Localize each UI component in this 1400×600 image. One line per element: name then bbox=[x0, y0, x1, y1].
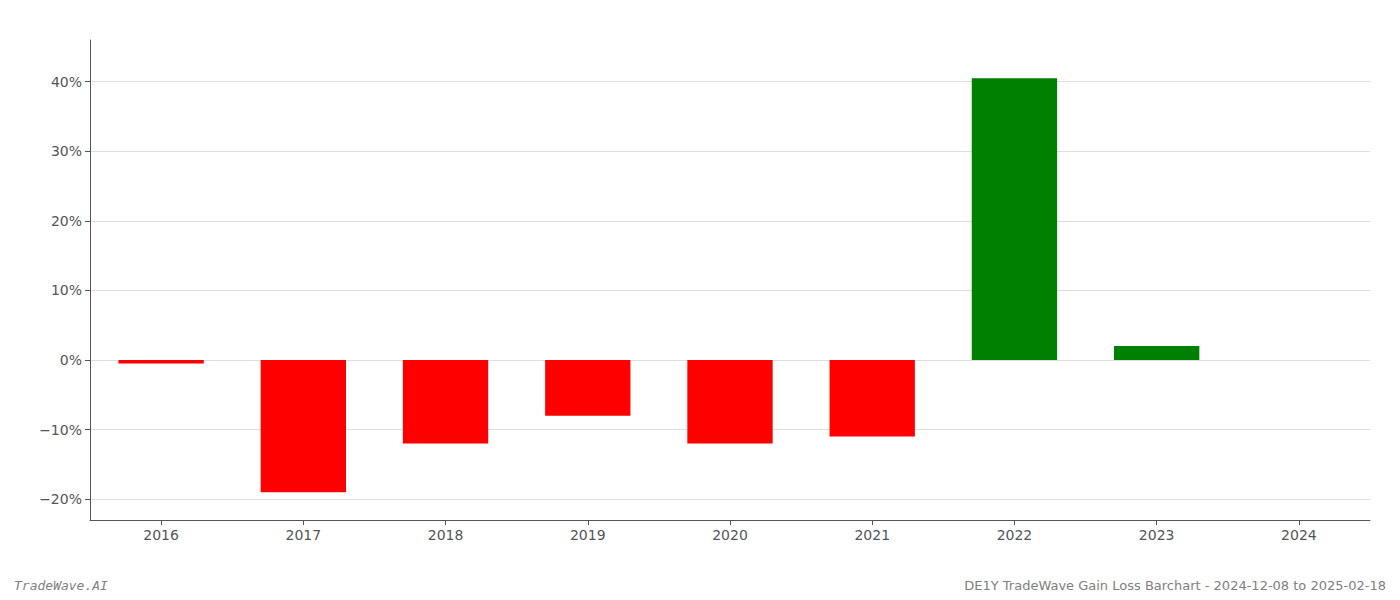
svg-text:2021: 2021 bbox=[854, 527, 890, 543]
svg-text:TradeWave.AI: TradeWave.AI bbox=[14, 578, 108, 593]
svg-text:2022: 2022 bbox=[997, 527, 1033, 543]
svg-text:0%: 0% bbox=[60, 352, 82, 368]
svg-text:2017: 2017 bbox=[286, 527, 322, 543]
svg-text:40%: 40% bbox=[51, 74, 82, 90]
svg-text:2019: 2019 bbox=[570, 527, 606, 543]
svg-text:2020: 2020 bbox=[712, 527, 748, 543]
svg-text:2023: 2023 bbox=[1139, 527, 1175, 543]
svg-text:2024: 2024 bbox=[1281, 527, 1317, 543]
svg-text:2016: 2016 bbox=[143, 527, 179, 543]
svg-text:−10%: −10% bbox=[39, 422, 82, 438]
svg-text:−20%: −20% bbox=[39, 491, 82, 507]
svg-text:20%: 20% bbox=[51, 213, 82, 229]
svg-text:DE1Y TradeWave Gain Loss Barch: DE1Y TradeWave Gain Loss Barchart - 2024… bbox=[964, 578, 1386, 593]
svg-text:30%: 30% bbox=[51, 143, 82, 159]
svg-text:10%: 10% bbox=[51, 282, 82, 298]
svg-text:2018: 2018 bbox=[428, 527, 464, 543]
